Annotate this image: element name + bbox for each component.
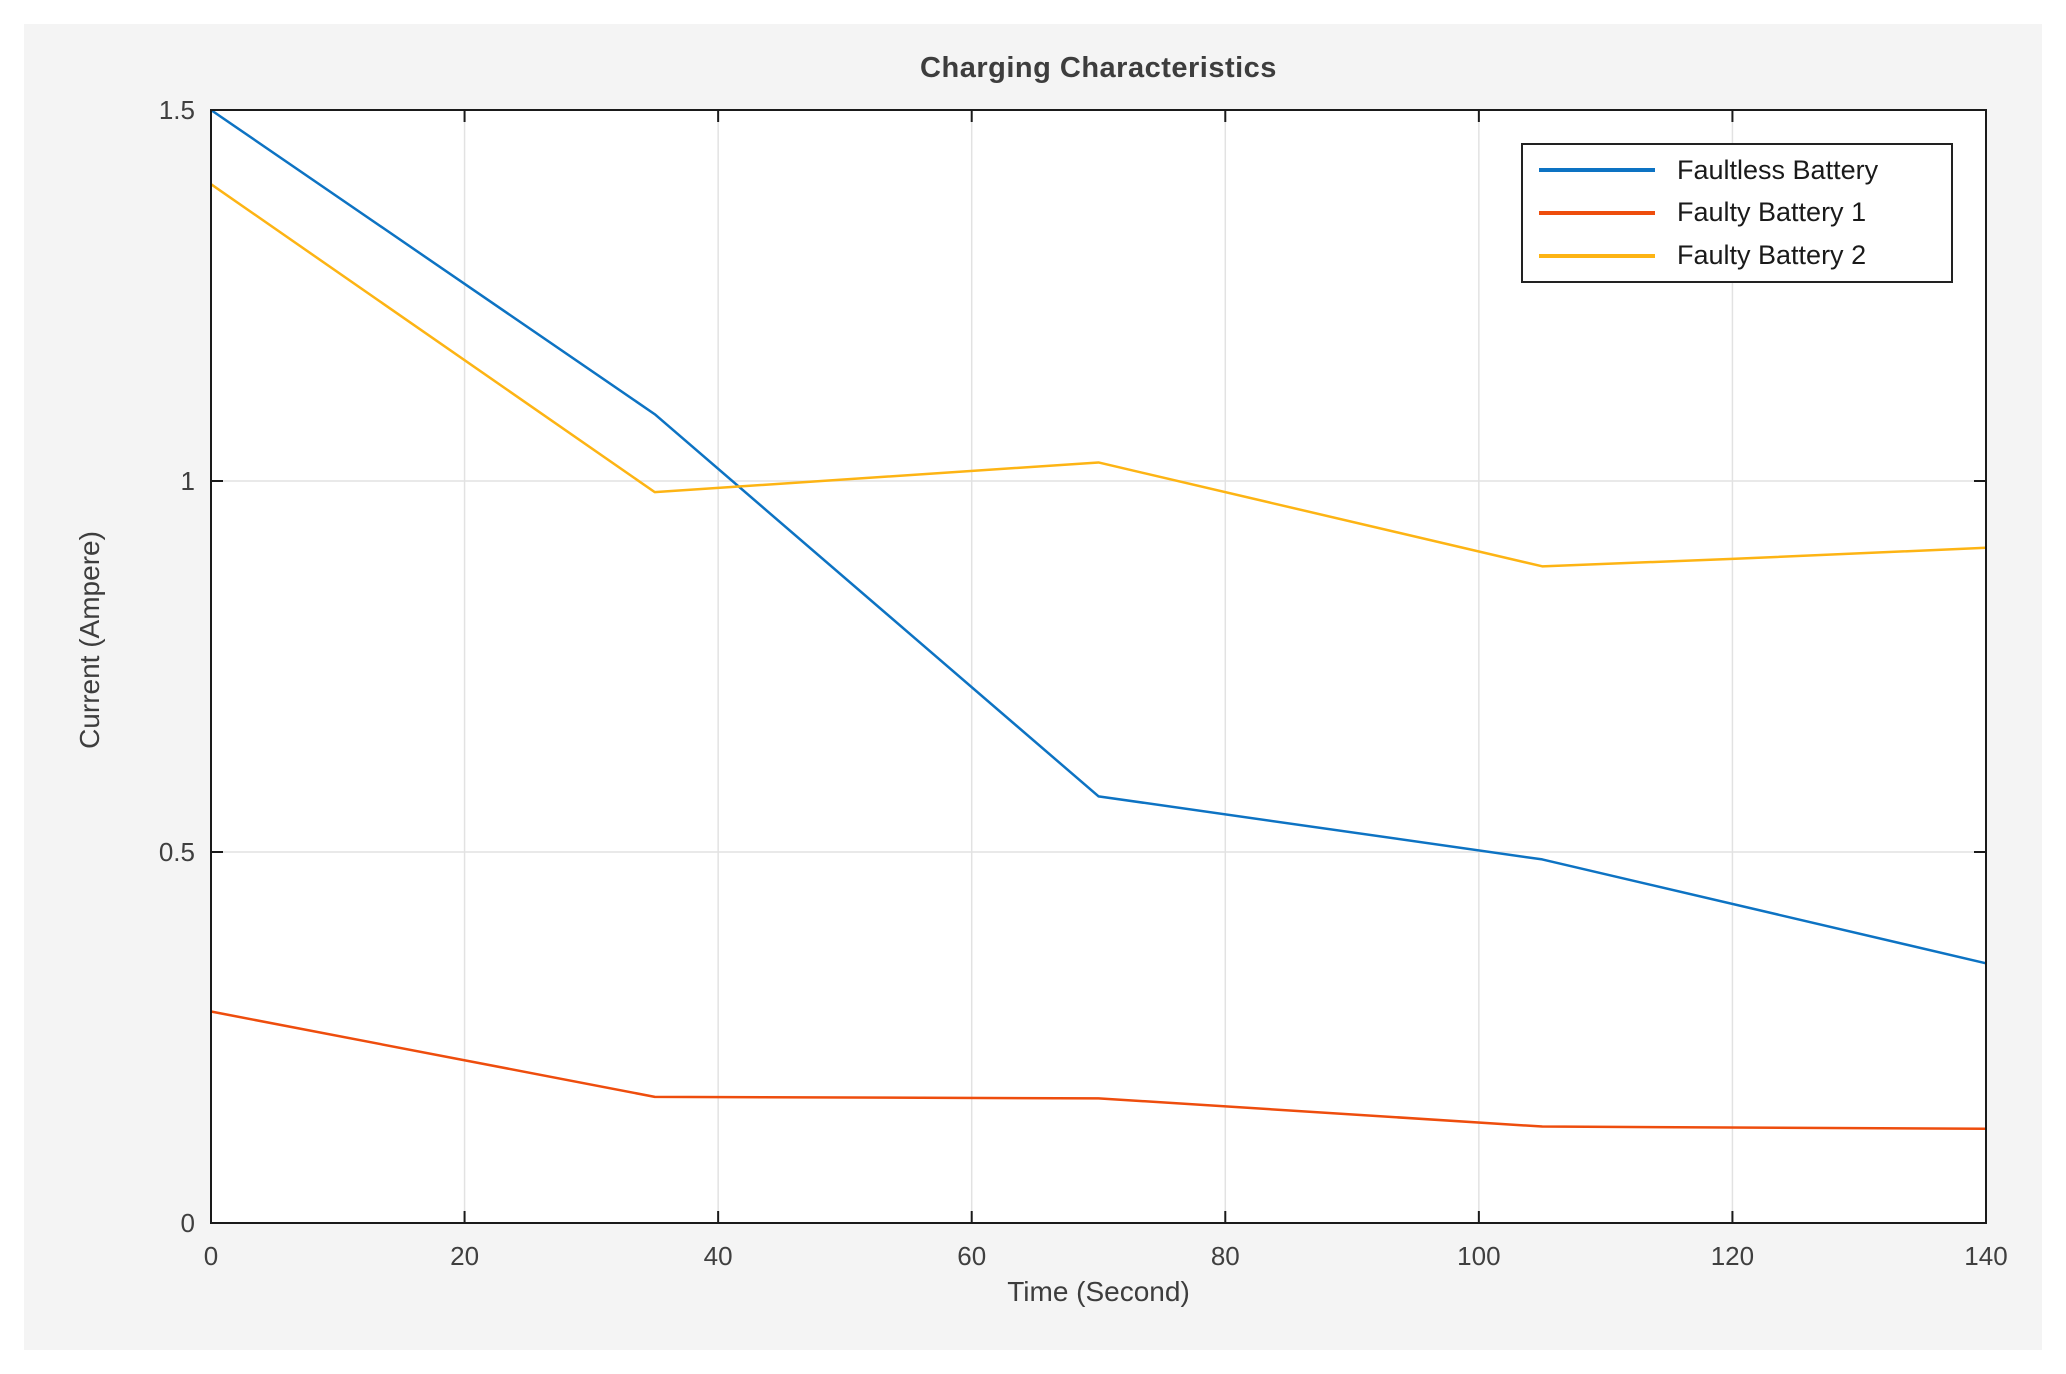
x-tick-label: 100 [1457, 1241, 1500, 1271]
series-line-0 [210, 108, 1987, 965]
x-tick-label: 20 [450, 1241, 479, 1271]
axes-frame [210, 109, 1987, 1224]
legend-line-sample-faulty-battery-1 [1539, 210, 1655, 215]
legend-item: Faulty Battery 1 [1523, 193, 1951, 233]
chart-title: Charging Characteristics [920, 52, 1277, 84]
plot-background [211, 110, 1986, 1223]
y-tick-label: 0.5 [159, 837, 195, 867]
series-line-2 [210, 183, 1987, 568]
plot-area: 0 20 40 60 80 100 120 140 0 0.5 1 1.5 [159, 95, 2008, 1271]
legend-line-sample-faultless-battery [1539, 168, 1655, 173]
legend-label: Faultless Battery [1677, 154, 1879, 185]
legend-label: Faulty Battery 2 [1677, 240, 1867, 271]
legend-item: Faultless Battery [1523, 150, 1951, 190]
y-tick-label: 1.5 [159, 95, 195, 125]
x-tick-label: 60 [957, 1241, 986, 1271]
series-line-1 [210, 1010, 1987, 1131]
legend: Faultless Battery Faulty Battery 1 Fault… [1521, 143, 1953, 283]
y-tick-label: 1 [181, 466, 195, 496]
legend-item: Faulty Battery 2 [1523, 236, 1951, 276]
x-tick-label: 140 [1964, 1241, 2007, 1271]
x-axis-label: Time (Second) [1007, 1276, 1190, 1307]
y-tick-label: 0 [181, 1208, 195, 1238]
x-tick-label: 40 [704, 1241, 733, 1271]
legend-line-sample-faulty-battery-2 [1539, 253, 1655, 258]
figure-panel: Charging Characteristics Current (Ampere… [24, 24, 2042, 1350]
legend-label: Faulty Battery 1 [1677, 197, 1867, 228]
x-tick-label: 80 [1211, 1241, 1240, 1271]
x-tick-label: 0 [204, 1241, 218, 1271]
x-tick-label: 120 [1711, 1241, 1754, 1271]
